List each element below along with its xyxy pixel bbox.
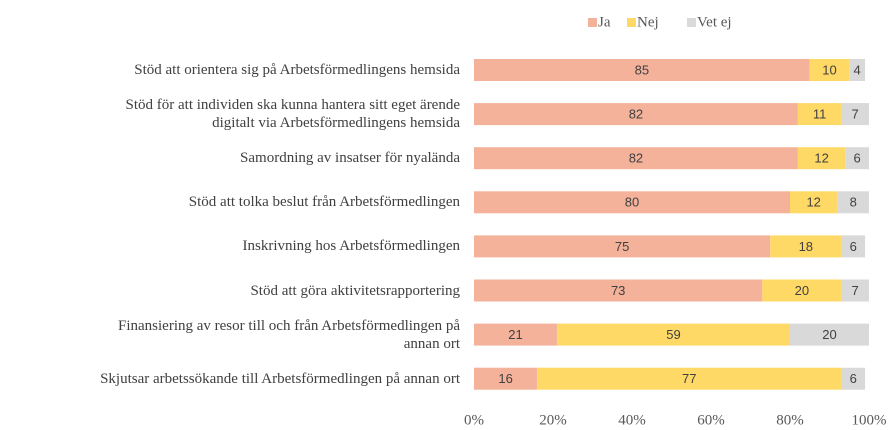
- value-label: 77: [682, 371, 696, 386]
- bar-segment: [797, 147, 846, 170]
- legend-label: Nej: [637, 14, 659, 30]
- value-label: 80: [625, 195, 639, 210]
- value-label: 20: [822, 327, 836, 342]
- value-label: 6: [854, 151, 861, 166]
- value-label: 4: [854, 62, 861, 77]
- x-tick-label: 20%: [539, 412, 567, 428]
- x-tick-label: 40%: [618, 412, 646, 428]
- bar-segment: [474, 235, 771, 258]
- category-label: Finansiering av resor till och från Arbe…: [118, 317, 460, 352]
- value-label: 7: [852, 283, 859, 298]
- bar-segment: [474, 147, 798, 170]
- x-tick-label: 100%: [852, 412, 887, 428]
- legend-swatch: [627, 18, 636, 27]
- bar-segment: [797, 103, 842, 126]
- value-label: 6: [850, 239, 857, 254]
- bar-segment: [841, 279, 869, 302]
- category-label: Stöd för att individen ska kunna hantera…: [125, 97, 460, 132]
- value-label: 12: [814, 151, 828, 166]
- bar-segment: [762, 279, 842, 302]
- bar-segment: [809, 59, 850, 81]
- bar-segment: [841, 367, 866, 390]
- value-label: 21: [508, 327, 522, 342]
- value-label: 7: [852, 107, 859, 122]
- legend-swatch: [687, 18, 696, 27]
- bar-segment: [849, 59, 866, 81]
- legend-label: Vet ej: [697, 14, 732, 30]
- value-label: 18: [799, 239, 813, 254]
- category-label: Stöd att göra aktivitetsrapportering: [250, 282, 460, 299]
- bar-segment: [474, 103, 798, 126]
- bar-segment: [474, 367, 538, 390]
- bar-segment: [770, 235, 842, 258]
- value-label: 75: [615, 239, 629, 254]
- bar-segment: [841, 103, 869, 126]
- x-tick-label: 80%: [776, 412, 804, 428]
- category-label: Skjutsar arbetssökande till Arbetsförmed…: [100, 370, 460, 387]
- bar-segment: [474, 323, 557, 346]
- value-label: 85: [635, 62, 649, 77]
- bar-segment: [556, 323, 790, 346]
- category-label: Inskrivning hos Arbetsförmedlingen: [242, 238, 460, 255]
- legend-label: Ja: [598, 14, 611, 30]
- bar-segment: [837, 191, 869, 214]
- bar-segment: [845, 147, 869, 170]
- value-label: 8: [850, 195, 857, 210]
- value-label: 59: [666, 327, 680, 342]
- bar-segment: [474, 191, 790, 214]
- value-label: 20: [795, 283, 809, 298]
- value-label: 10: [822, 62, 836, 77]
- x-tick-label: 60%: [697, 412, 725, 428]
- value-label: 82: [629, 107, 643, 122]
- x-tick-label: 0%: [464, 412, 484, 428]
- category-label: Samordning av insatser för nyalända: [240, 150, 460, 167]
- value-label: 82: [629, 151, 643, 166]
- category-label: Stöd att orientera sig på Arbetsförmedli…: [134, 62, 460, 78]
- value-label: 73: [611, 283, 625, 298]
- legend-swatch: [588, 18, 597, 27]
- bar-segment: [841, 235, 866, 258]
- value-label: 12: [806, 195, 820, 210]
- bar-segment: [790, 191, 838, 214]
- value-label: 6: [850, 371, 857, 386]
- category-label: Stöd att tolka beslut från Arbetsförmedl…: [188, 194, 460, 211]
- value-label: 16: [498, 371, 512, 386]
- bar-segment: [474, 279, 763, 302]
- bar-segment: [537, 367, 842, 390]
- value-label: 11: [813, 107, 827, 122]
- bar-segment: [474, 59, 810, 81]
- bar-segment: [790, 323, 869, 346]
